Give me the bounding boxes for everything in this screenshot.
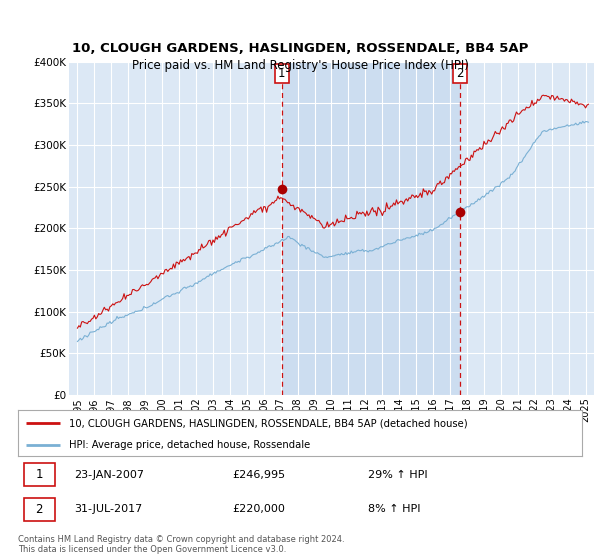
Text: £220,000: £220,000 [232, 505, 285, 515]
Text: 31-JUL-2017: 31-JUL-2017 [74, 505, 143, 515]
Text: 2: 2 [35, 503, 43, 516]
Text: 8% ↑ HPI: 8% ↑ HPI [368, 505, 420, 515]
Text: 23-JAN-2007: 23-JAN-2007 [74, 470, 145, 480]
Text: Contains HM Land Registry data © Crown copyright and database right 2024.
This d: Contains HM Land Registry data © Crown c… [18, 535, 344, 554]
Text: 29% ↑ HPI: 29% ↑ HPI [368, 470, 427, 480]
Text: 10, CLOUGH GARDENS, HASLINGDEN, ROSSENDALE, BB4 5AP (detached house): 10, CLOUGH GARDENS, HASLINGDEN, ROSSENDA… [69, 418, 467, 428]
Bar [23, 498, 55, 521]
Text: 10, CLOUGH GARDENS, HASLINGDEN, ROSSENDALE, BB4 5AP: 10, CLOUGH GARDENS, HASLINGDEN, ROSSENDA… [72, 42, 528, 55]
Text: 1: 1 [35, 468, 43, 481]
Text: 1: 1 [278, 67, 286, 80]
Text: 2: 2 [456, 67, 464, 80]
Bar [282, 62, 460, 395]
Bar [23, 463, 55, 486]
Text: HPI: Average price, detached house, Rossendale: HPI: Average price, detached house, Ross… [69, 440, 310, 450]
Text: Price paid vs. HM Land Registry's House Price Index (HPI): Price paid vs. HM Land Registry's House … [131, 59, 469, 72]
Text: £246,995: £246,995 [232, 470, 286, 480]
